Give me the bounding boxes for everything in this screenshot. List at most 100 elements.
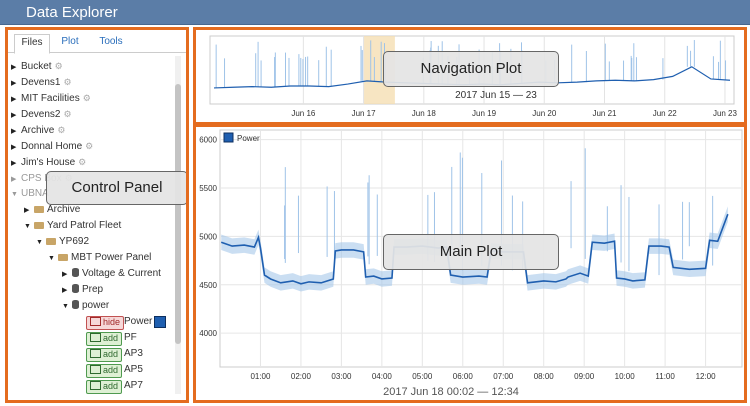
nav-x-tick-label: Jun 17 bbox=[352, 109, 377, 118]
main-x-tick-label: 05:00 bbox=[412, 372, 433, 381]
hide-button[interactable]: hide bbox=[86, 316, 125, 330]
tree-item-mbt-power-panel[interactable]: ▼ MBT Power Panel bbox=[48, 250, 151, 266]
folder-icon bbox=[34, 222, 44, 229]
tree-item-label: Archive bbox=[47, 204, 81, 215]
main-range-label: 2017 Jun 18 00:02 — 12:34 bbox=[383, 386, 519, 398]
gear-icon[interactable]: ⚙ bbox=[57, 125, 66, 135]
main-x-tick-label: 09:00 bbox=[574, 372, 595, 381]
add-button[interactable]: add bbox=[86, 348, 123, 362]
tree-item-ubna[interactable]: ▼ UBNA bbox=[11, 186, 49, 202]
expand-icon[interactable]: ▶ bbox=[11, 176, 17, 183]
main-x-tick-label: 12:00 bbox=[696, 372, 717, 381]
add-button[interactable]: add bbox=[86, 364, 123, 378]
tree-item-donnal-home[interactable]: ▶ Donnal Home ⚙ bbox=[11, 138, 93, 154]
database-icon bbox=[72, 300, 79, 309]
main-series-band bbox=[221, 206, 728, 292]
tab-files[interactable]: Files bbox=[14, 34, 50, 54]
main-y-tick-label: 5500 bbox=[199, 184, 217, 193]
tree-item-power[interactable]: ▼ power bbox=[62, 298, 109, 314]
chart-icon bbox=[90, 317, 101, 326]
tree-item-label: Bucket bbox=[21, 61, 52, 72]
tree-item-label: Devens1 bbox=[21, 77, 61, 88]
tree-item-mit-facilities[interactable]: ▶ MIT Facilities ⚙ bbox=[11, 90, 91, 106]
expand-icon[interactable]: ▶ bbox=[62, 287, 68, 294]
expand-icon[interactable]: ▶ bbox=[11, 64, 17, 71]
expand-icon[interactable]: ▶ bbox=[11, 128, 17, 135]
collapse-icon[interactable]: ▼ bbox=[24, 223, 31, 230]
tree-item-prep[interactable]: ▶ Prep bbox=[62, 282, 103, 298]
folder-icon bbox=[46, 238, 56, 245]
expand-icon[interactable]: ▶ bbox=[11, 144, 17, 151]
main-y-tick-label: 6000 bbox=[199, 136, 217, 145]
tree-item-label: Voltage & Current bbox=[82, 268, 161, 279]
nav-x-tick-label: Jun 20 bbox=[532, 109, 557, 118]
element-label-ap5: AP5 bbox=[124, 364, 143, 375]
chart-icon bbox=[90, 333, 101, 342]
gear-icon[interactable]: ⚙ bbox=[78, 157, 87, 167]
gear-icon[interactable]: ⚙ bbox=[82, 93, 91, 103]
tab-plot[interactable]: Plot bbox=[61, 36, 79, 47]
expand-icon[interactable]: ▶ bbox=[11, 96, 17, 103]
chart-icon bbox=[90, 349, 101, 358]
expand-icon[interactable]: ▶ bbox=[11, 112, 17, 119]
main-plot[interactable]: 4000 4500 5000 5500 6000 01:00 02:00 03:00 04:00… bbox=[193, 124, 747, 403]
expand-icon[interactable]: ▶ bbox=[24, 207, 30, 214]
tree-item-bucket[interactable]: ▶ Bucket ⚙ bbox=[11, 58, 63, 74]
navigation-plot[interactable]: Jun 16 Jun 17 Jun 18 Jun 19 Jun 20 Jun 21 Jun … bbox=[193, 27, 747, 125]
gear-icon[interactable]: ⚙ bbox=[85, 141, 94, 151]
nav-x-tick-label: Jun 21 bbox=[592, 109, 617, 118]
main-x-tick-label: 02:00 bbox=[291, 372, 312, 381]
main-chart[interactable]: 4000 4500 5000 5500 6000 01:00 02:00 03:00 04:00… bbox=[196, 127, 744, 400]
tree-item-archive[interactable]: ▶ Archive ⚙ bbox=[11, 122, 65, 138]
control-panel-label: Control Panel bbox=[46, 171, 186, 205]
gear-icon[interactable]: ⚙ bbox=[54, 61, 63, 71]
element-label-power: Power bbox=[124, 316, 153, 327]
folder-icon bbox=[58, 254, 68, 261]
tree-item-label: Devens2 bbox=[21, 109, 61, 120]
main-x-tick-label: 03:00 bbox=[331, 372, 352, 381]
expand-icon[interactable]: ▶ bbox=[62, 271, 68, 278]
nav-x-tick-label: Jun 22 bbox=[653, 109, 678, 118]
color-swatch[interactable] bbox=[154, 316, 166, 328]
tree-item-label: Jim's House bbox=[21, 157, 76, 168]
tree-item-devens2[interactable]: ▶ Devens2 ⚙ bbox=[11, 106, 72, 122]
tree-item-yard-patrol-fleet[interactable]: ▼ Yard Patrol Fleet bbox=[24, 218, 121, 234]
nav-x-tick-label: Jun 18 bbox=[412, 109, 437, 118]
legend-label-power: Power bbox=[237, 134, 260, 143]
tab-tools[interactable]: Tools bbox=[99, 36, 123, 47]
database-icon bbox=[72, 268, 79, 277]
tree-item-label: Donnal Home bbox=[21, 141, 83, 152]
collapse-icon[interactable]: ▼ bbox=[62, 303, 69, 310]
collapse-icon[interactable]: ▼ bbox=[11, 191, 18, 198]
tree-item-label: MBT Power Panel bbox=[71, 252, 152, 263]
control-panel: Files Plot Tools ▶ Bucket ⚙ ▶ Devens1 ⚙ ▶ MIT… bbox=[5, 27, 189, 403]
scrollbar-thumb[interactable] bbox=[175, 84, 181, 344]
main-x-tick-label: 10:00 bbox=[615, 372, 636, 381]
expand-icon[interactable]: ▶ bbox=[11, 160, 17, 167]
main-x-tick-label: 04:00 bbox=[372, 372, 393, 381]
add-button[interactable]: add bbox=[86, 380, 123, 394]
tree-item-ubna-archive[interactable]: ▶ Archive bbox=[24, 202, 80, 218]
tree-item-voltage-current[interactable]: ▶ Voltage & Current bbox=[62, 266, 161, 282]
tree-item-label: Archive bbox=[21, 125, 55, 136]
element-label-pf: PF bbox=[124, 332, 137, 343]
tree-item-jims-house[interactable]: ▶ Jim's House ⚙ bbox=[11, 154, 86, 170]
expand-icon[interactable]: ▶ bbox=[11, 80, 17, 87]
add-button[interactable]: add bbox=[86, 332, 123, 346]
collapse-icon[interactable]: ▼ bbox=[48, 255, 55, 262]
folder-icon bbox=[34, 206, 44, 213]
nav-range-label: 2017 Jun 15 — 23 bbox=[455, 90, 537, 101]
legend-swatch-power bbox=[223, 132, 234, 143]
main-x-tick-label: 08:00 bbox=[534, 372, 555, 381]
main-x-tick-label: 11:00 bbox=[655, 372, 675, 381]
nav-x-tick-label: Jun 16 bbox=[291, 109, 316, 118]
file-tree: ▶ Bucket ⚙ ▶ Devens1 ⚙ ▶ MIT Facilities ⚙ ▶ Dev… bbox=[8, 54, 173, 400]
gear-icon[interactable]: ⚙ bbox=[63, 109, 72, 119]
button-label: add bbox=[103, 381, 119, 391]
tree-item-yp692[interactable]: ▼ YP692 bbox=[36, 234, 89, 250]
button-label: add bbox=[103, 333, 119, 343]
tree-scrollbar[interactable] bbox=[175, 56, 181, 394]
collapse-icon[interactable]: ▼ bbox=[36, 239, 43, 246]
gear-icon[interactable]: ⚙ bbox=[63, 77, 72, 87]
tree-item-devens1[interactable]: ▶ Devens1 ⚙ bbox=[11, 74, 72, 90]
